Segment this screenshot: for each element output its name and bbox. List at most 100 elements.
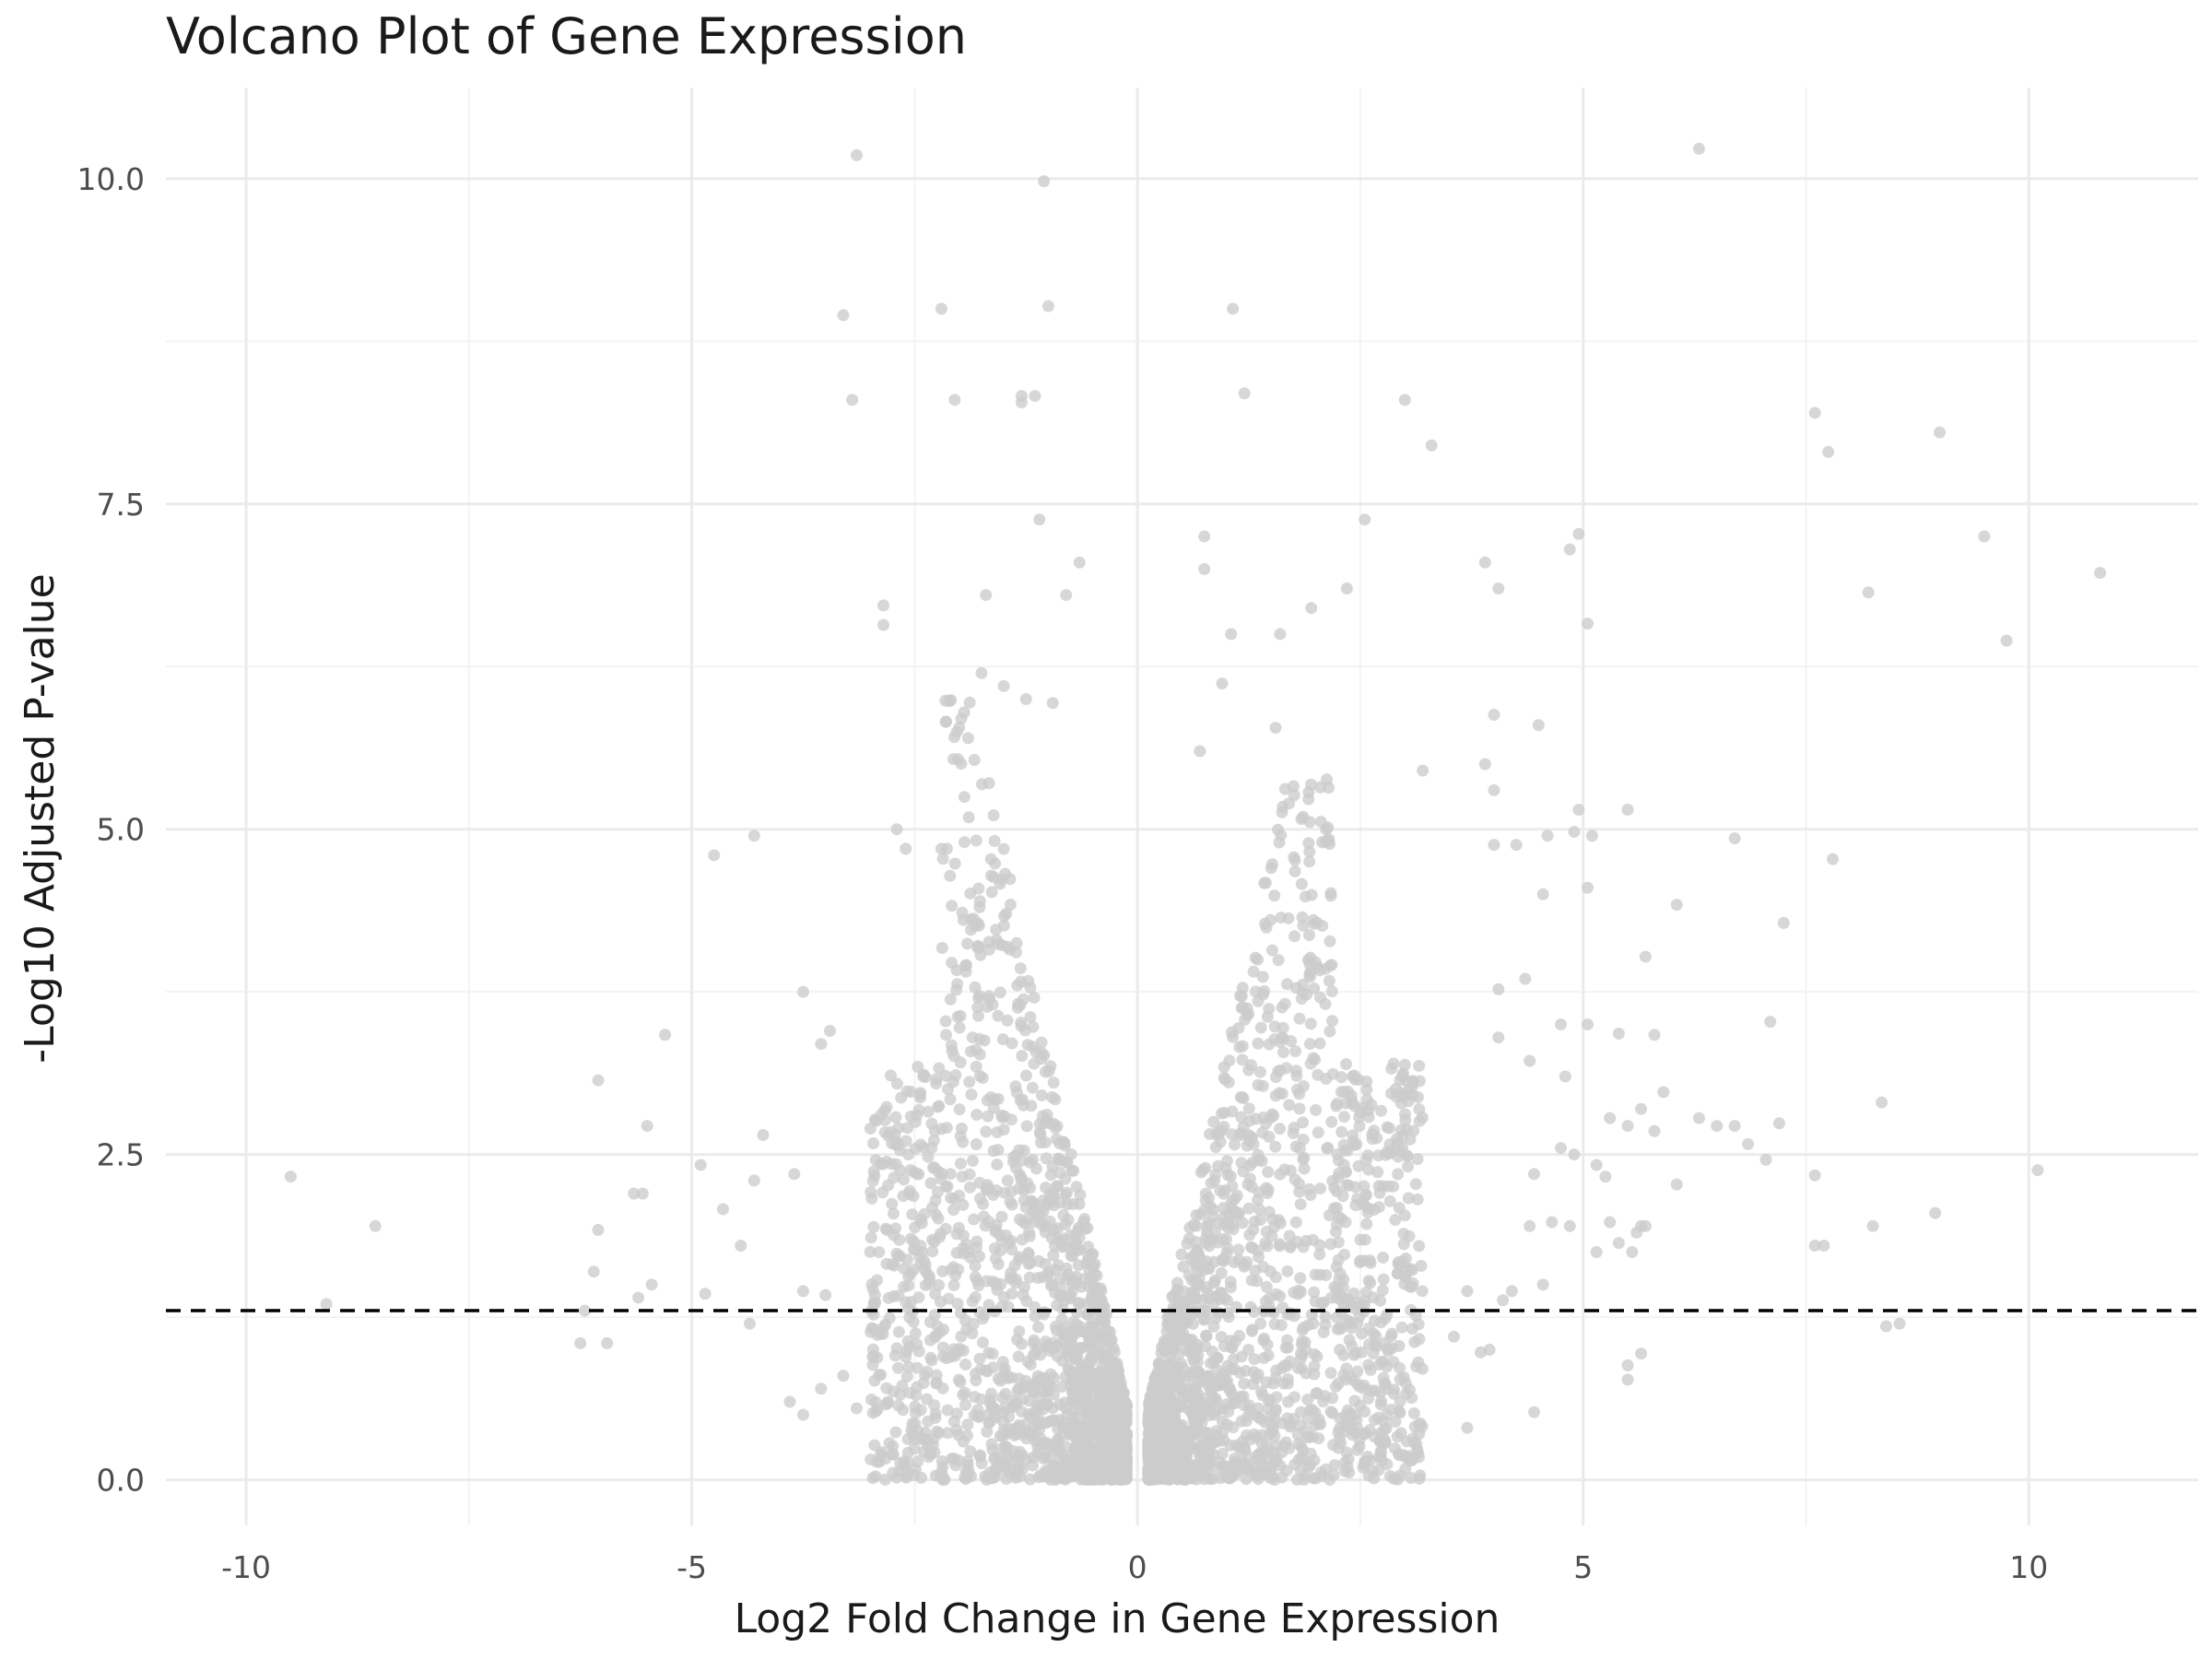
y-tick-label: 5.0 — [97, 812, 145, 848]
gene-point — [1339, 1058, 1352, 1071]
gene-point — [851, 148, 864, 161]
gene-point — [881, 1395, 894, 1408]
gene-point — [877, 599, 890, 612]
gene-point — [1297, 986, 1310, 999]
gene-point — [369, 1219, 382, 1232]
gene-point — [1362, 1163, 1375, 1176]
gene-point — [983, 1396, 996, 1409]
gene-point — [1288, 1122, 1300, 1135]
gene-point — [1036, 1271, 1049, 1284]
gene-point — [997, 842, 1010, 855]
gene-point — [1397, 1238, 1410, 1251]
gene-point — [1317, 1296, 1330, 1309]
gene-point — [1301, 1430, 1314, 1443]
gene-point — [1368, 1414, 1381, 1427]
gene-point — [747, 830, 760, 842]
gene-point — [694, 1159, 707, 1171]
gene-point — [1010, 1086, 1023, 1099]
gene-point — [945, 694, 958, 707]
gene-point — [1312, 1068, 1324, 1081]
gene-point — [865, 1393, 877, 1406]
gene-point — [904, 1295, 917, 1308]
gene-point — [930, 1377, 943, 1390]
gene-point — [1383, 1194, 1396, 1207]
gene-point — [953, 722, 966, 735]
gene-point — [1100, 1373, 1113, 1386]
gene-point — [988, 1242, 1001, 1255]
gene-point — [957, 1198, 970, 1211]
gene-point — [965, 1088, 978, 1101]
gene-point — [1104, 1470, 1117, 1483]
gene-point — [1492, 1031, 1505, 1044]
gene-point — [1165, 1355, 1178, 1368]
gene-point — [1015, 1337, 1028, 1350]
gene-point — [951, 1010, 964, 1023]
gene-point — [1227, 302, 1240, 315]
gene-point — [1353, 1120, 1366, 1133]
gene-point — [957, 1435, 970, 1448]
gene-point — [1728, 1120, 1741, 1133]
gene-point — [1461, 1285, 1474, 1298]
gene-point — [1277, 1046, 1289, 1059]
gene-point — [1360, 1083, 1373, 1096]
gene-point — [1203, 1403, 1216, 1416]
gene-point — [888, 1229, 900, 1241]
gene-point — [867, 1299, 880, 1312]
gene-point — [1298, 1151, 1311, 1164]
gene-point — [963, 696, 976, 709]
gene-point — [1224, 1276, 1237, 1288]
gene-point — [952, 1373, 965, 1386]
gene-point — [1004, 1272, 1017, 1285]
gene-point — [973, 900, 986, 913]
gene-point — [1039, 1417, 1052, 1430]
gene-point — [1032, 1471, 1045, 1484]
gene-point — [1285, 1035, 1298, 1048]
gene-point — [1232, 1243, 1245, 1256]
points-layer — [284, 142, 2107, 1487]
gene-point — [1302, 793, 1315, 806]
gene-point — [1488, 783, 1500, 796]
gene-point — [940, 1122, 953, 1135]
gene-point — [915, 1471, 928, 1484]
gene-point — [1505, 1285, 1518, 1298]
gene-point — [996, 1112, 1009, 1124]
gene-point — [1015, 1019, 1028, 1032]
gene-point — [1313, 781, 1326, 794]
gene-point — [948, 731, 961, 744]
gene-point — [936, 1460, 949, 1473]
gene-point — [892, 1325, 905, 1338]
gene-point — [974, 1393, 987, 1406]
gene-point — [982, 777, 995, 790]
gene-point — [1639, 950, 1652, 963]
gene-point — [1340, 582, 1353, 595]
gene-point — [1052, 1180, 1065, 1193]
gene-point — [1161, 1411, 1174, 1424]
gene-point — [1192, 1277, 1205, 1290]
gene-point — [978, 1309, 991, 1322]
gene-point — [1296, 1335, 1309, 1347]
gene-point — [900, 842, 912, 855]
gene-point — [973, 1352, 986, 1365]
gene-point — [1345, 1322, 1358, 1335]
gene-point — [912, 1454, 924, 1467]
gene-point — [1328, 1459, 1341, 1472]
gene-point — [1229, 1335, 1241, 1348]
gene-point — [1298, 1162, 1311, 1175]
gene-point — [955, 1122, 968, 1135]
gene-point — [945, 1192, 958, 1205]
gene-point — [1246, 1241, 1259, 1254]
gene-point — [1866, 1219, 1879, 1232]
gene-point — [1284, 1307, 1297, 1320]
gene-point — [1382, 1122, 1395, 1135]
gene-point — [1399, 1113, 1412, 1126]
gene-point — [969, 1260, 982, 1273]
gene-point — [880, 1257, 893, 1270]
gene-point — [866, 1472, 879, 1485]
gene-point — [1024, 1359, 1037, 1371]
gene-point — [976, 1336, 989, 1349]
gene-point — [1333, 1167, 1346, 1180]
gene-point — [796, 985, 809, 998]
gene-point — [926, 1233, 939, 1246]
gene-point — [1292, 1453, 1305, 1466]
gene-point — [1046, 697, 1059, 710]
